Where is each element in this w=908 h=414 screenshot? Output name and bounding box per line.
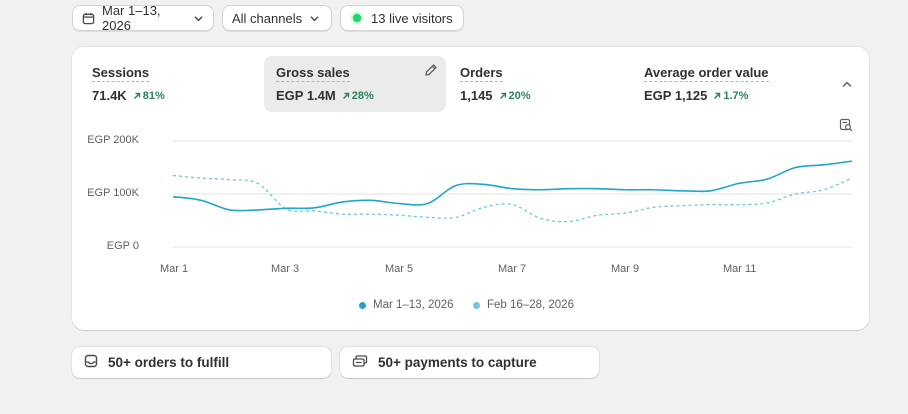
arrow-up-right-icon	[133, 92, 140, 99]
legend-dot-comparison	[473, 301, 480, 309]
metric-label: Orders	[460, 65, 503, 82]
arrow-up-right-icon	[714, 92, 721, 99]
metric-value: EGP 1.4M	[276, 88, 336, 103]
live-visitors-button[interactable]: 13 live visitors	[340, 5, 464, 31]
metric-delta: 20%	[499, 90, 531, 102]
legend-label: Mar 1–13, 2026	[373, 299, 454, 311]
x-tick-label: Mar 3	[271, 263, 300, 275]
x-tick-label: Mar 7	[498, 263, 527, 275]
x-tick-label: Mar 1	[160, 263, 189, 275]
metric-tab-orders[interactable]: Orders 1,145 20%	[448, 56, 630, 112]
legend-dot-current	[359, 301, 366, 309]
analytics-card: Sessions 71.4K 81% Gross sales EGP 1.4M …	[72, 47, 869, 330]
x-tick-label: Mar 5	[385, 263, 414, 275]
date-range-label: Mar 1–13, 2026	[102, 3, 161, 33]
series-line-current	[172, 160, 853, 212]
y-tick-label: EGP 100K	[87, 187, 139, 199]
arrow-up-right-icon	[342, 92, 349, 99]
metric-delta-value: 28%	[351, 89, 374, 102]
x-tick-label: Mar 9	[611, 263, 640, 275]
date-range-picker[interactable]: Mar 1–13, 2026	[72, 3, 214, 33]
series-line-comparison	[172, 174, 853, 223]
payments-to-capture-label: 50+ payments to capture	[378, 355, 537, 370]
metric-tab-gross-sales[interactable]: Gross sales EGP 1.4M 28%	[264, 56, 446, 112]
metric-delta-value: 81%	[142, 89, 165, 102]
metric-delta: 1.7%	[713, 90, 748, 102]
legend-item-current[interactable]: Mar 1–13, 2026	[359, 299, 454, 311]
legend-label: Feb 16–28, 2026	[487, 299, 574, 311]
chevron-down-icon	[193, 13, 204, 24]
payments-to-capture-button[interactable]: 50+ payments to capture	[340, 347, 599, 378]
metric-delta-value: 20%	[508, 89, 531, 102]
orders-to-fulfill-label: 50+ orders to fulfill	[108, 355, 230, 370]
chevron-down-icon	[309, 13, 320, 24]
live-status-icon	[350, 11, 364, 25]
x-tick-label: Mar 11	[723, 263, 757, 275]
channel-label: All channels	[232, 10, 303, 26]
cash-icon	[352, 354, 368, 371]
orders-to-fulfill-button[interactable]: 50+ orders to fulfill	[72, 347, 331, 378]
metric-delta-value: 1.7%	[723, 89, 749, 102]
metric-label: Gross sales	[276, 65, 350, 82]
arrow-up-right-icon	[499, 92, 506, 99]
metric-value: 1,145	[460, 88, 493, 103]
metric-tab-sessions[interactable]: Sessions 71.4K 81%	[80, 56, 262, 112]
chevron-up-icon[interactable]	[841, 77, 853, 95]
legend-item-comparison[interactable]: Feb 16–28, 2026	[473, 299, 574, 311]
y-tick-label: EGP 0	[106, 240, 139, 252]
metric-delta: 81%	[133, 90, 165, 102]
y-tick-label: EGP 200K	[87, 134, 139, 146]
metric-label: Sessions	[92, 65, 150, 82]
channel-selector[interactable]: All channels	[222, 5, 332, 31]
pencil-icon[interactable]	[424, 63, 438, 82]
metric-delta: 28%	[342, 90, 374, 102]
chart-search-icon[interactable]	[839, 118, 853, 137]
inbox-icon	[84, 354, 98, 371]
metric-label: Average order value	[644, 65, 769, 82]
sales-line-chart	[172, 140, 853, 248]
metric-tab-average-order-value[interactable]: Average order value EGP 1,125 1.7%	[632, 56, 814, 112]
metric-value: EGP 1,125	[644, 88, 708, 103]
live-visitors-label: 13 live visitors	[371, 10, 453, 26]
metric-value: 71.4K	[92, 88, 127, 103]
calendar-icon	[82, 12, 95, 25]
